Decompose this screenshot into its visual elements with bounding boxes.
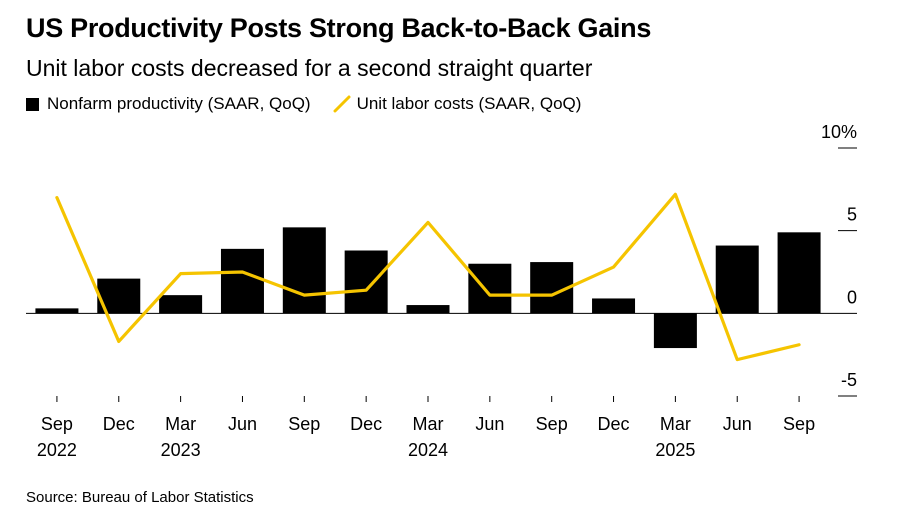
legend-bar-swatch: [26, 97, 39, 111]
productivity-bar: [406, 305, 450, 314]
productivity-bar: [159, 295, 203, 314]
chart-subtitle: Unit labor costs decreased for a second …: [26, 55, 593, 81]
x-tick-label: Mar: [660, 414, 691, 434]
x-tick-label: Sep: [783, 414, 815, 434]
y-tick-label: -5: [841, 370, 857, 390]
x-year-label: 2024: [408, 440, 448, 460]
x-tick-label: Mar: [413, 414, 444, 434]
x-tick-label: Dec: [350, 414, 382, 434]
legend: Nonfarm productivity (SAAR, QoQ) Unit la…: [26, 94, 581, 114]
x-year-label: 2025: [655, 440, 695, 460]
y-tick-label: 5: [847, 205, 857, 225]
chart-title: US Productivity Posts Strong Back-to-Bac…: [26, 13, 652, 43]
productivity-bar: [653, 313, 697, 349]
y-tick-label: 10%: [821, 122, 857, 142]
x-tick-label: Jun: [475, 414, 504, 434]
x-tick-label: Dec: [103, 414, 135, 434]
productivity-bar: [220, 248, 264, 314]
bar-series: [35, 227, 821, 349]
productivity-bar: [715, 245, 759, 314]
x-year-label: 2023: [161, 440, 201, 460]
legend-line-label: Unit labor costs (SAAR, QoQ): [356, 94, 582, 113]
legend-bar-label: Nonfarm productivity (SAAR, QoQ): [47, 94, 311, 113]
productivity-bar: [282, 227, 326, 314]
source-note: Source: Bureau of Labor Statistics: [26, 489, 254, 506]
x-tick-label: Sep: [536, 414, 568, 434]
x-axis: Sep Dec Mar Jun Sep Dec Mar Jun Sep Dec Mar Jun Sep 2…: [37, 396, 815, 460]
productivity-bar: [777, 232, 821, 314]
x-tick-label: Mar: [165, 414, 196, 434]
x-year-label: 2022: [37, 440, 77, 460]
productivity-bar: [592, 298, 636, 314]
y-axis: 10% 5 0 -5: [821, 122, 857, 397]
unit-labor-costs-line: [55, 192, 801, 362]
x-tick-label: Dec: [598, 414, 630, 434]
x-tick-label: Sep: [41, 414, 73, 434]
productivity-bar: [344, 250, 388, 314]
x-tick-label: Jun: [228, 414, 257, 434]
legend-line-swatch: [333, 95, 351, 113]
productivity-bar: [468, 263, 512, 314]
productivity-bar: [35, 308, 79, 314]
y-tick-label: 0: [847, 287, 857, 307]
x-tick-label: Jun: [723, 414, 752, 434]
x-tick-label: Sep: [288, 414, 320, 434]
